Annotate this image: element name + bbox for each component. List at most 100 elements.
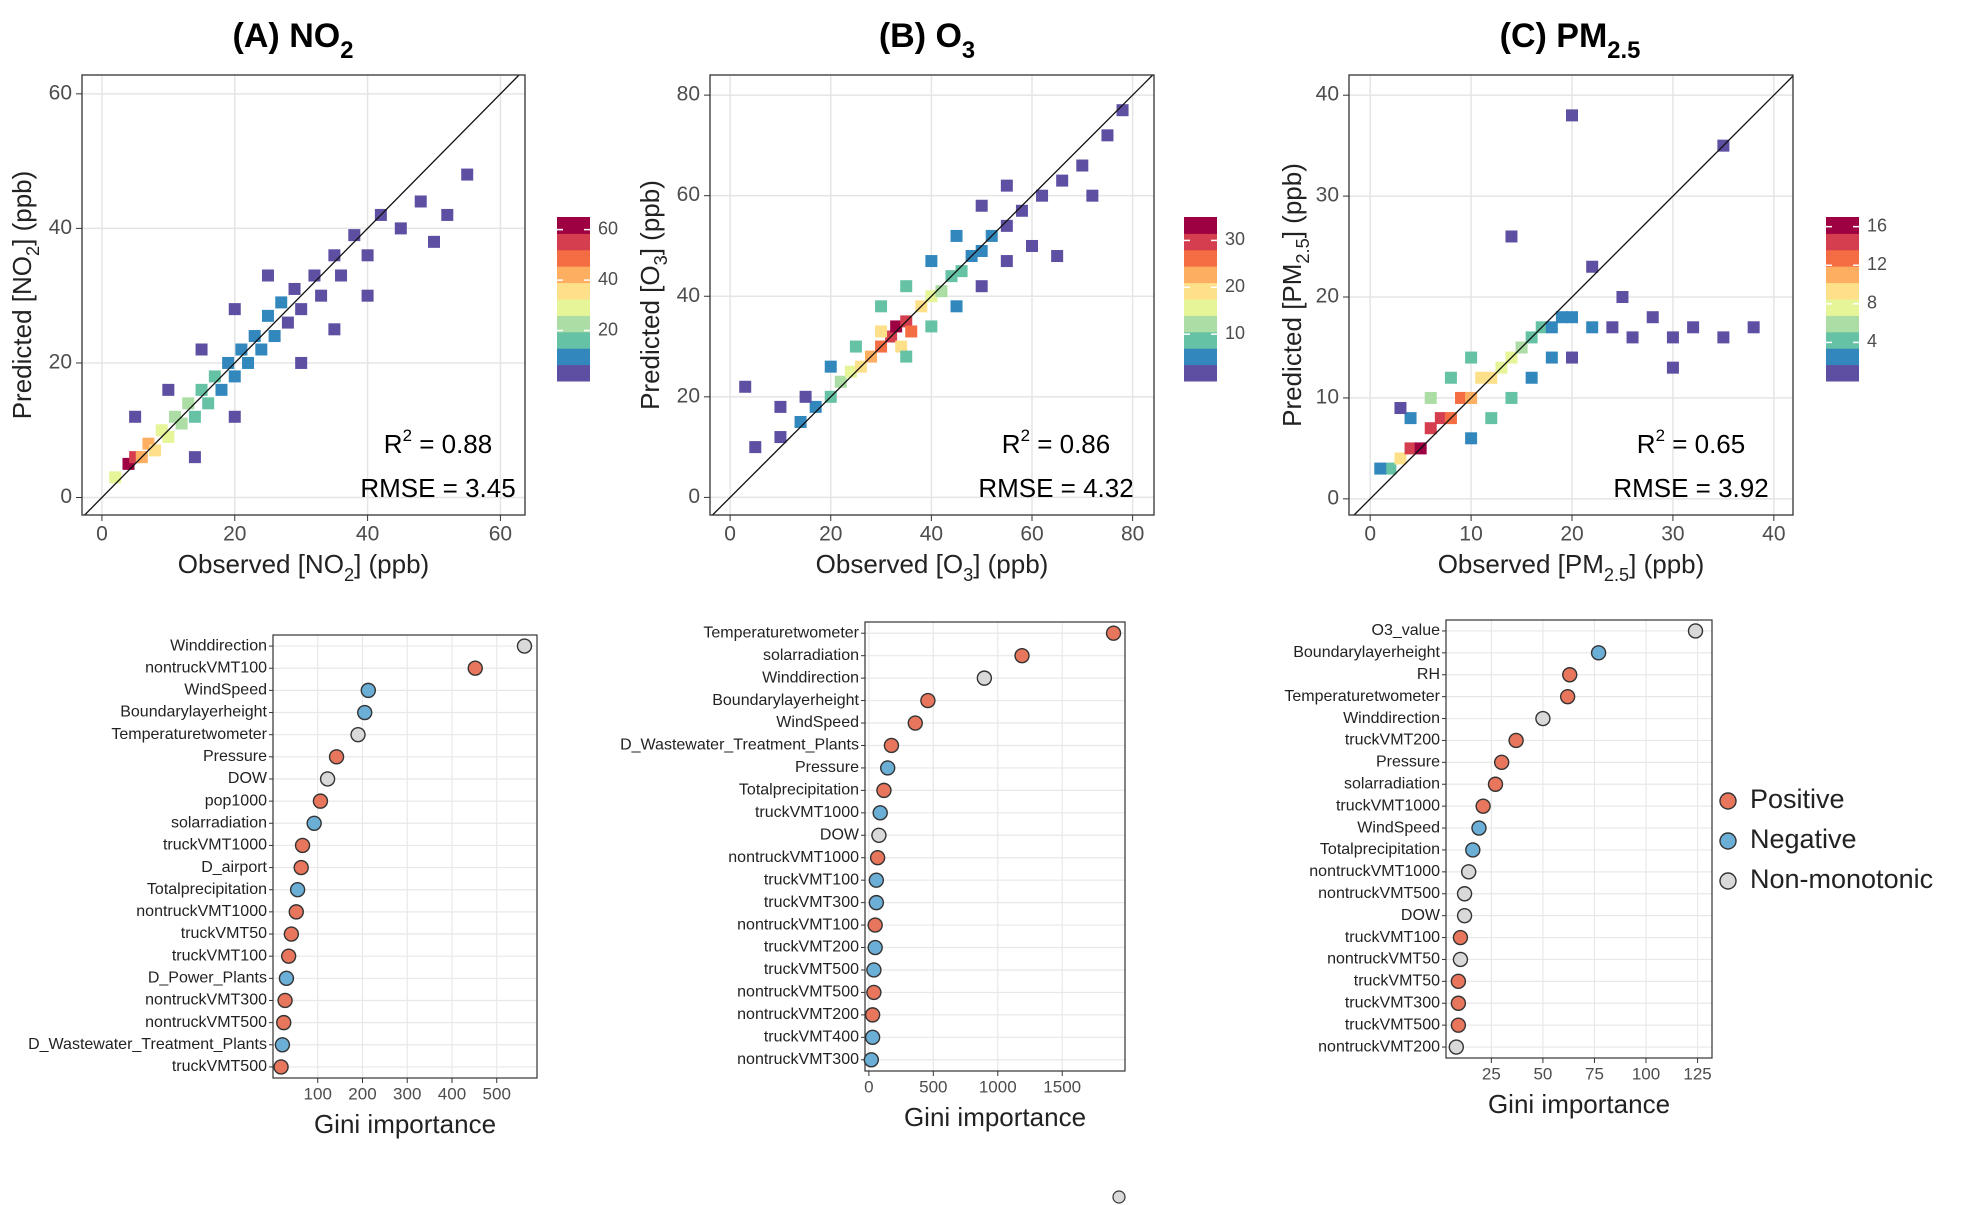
colorbar-step xyxy=(1826,301,1859,305)
importance-dot xyxy=(306,815,322,831)
colorbar-step xyxy=(1826,296,1859,300)
r2-value: 0.86 xyxy=(1060,429,1111,459)
colorbar-step xyxy=(557,244,590,248)
colorbar-step xyxy=(557,274,590,278)
colorbar-step xyxy=(1184,315,1217,319)
x-tick-label: 20 xyxy=(223,523,246,546)
colorbar-step xyxy=(557,367,590,371)
colorbar-step xyxy=(1826,348,1859,352)
density-cell xyxy=(975,245,988,257)
x-tick-label: 500 xyxy=(483,1084,511,1103)
colorbar-step xyxy=(1826,367,1859,371)
colorbar-step xyxy=(1826,252,1859,256)
density-cell xyxy=(890,320,903,333)
colorbar-step xyxy=(1826,375,1859,379)
colorbar-step xyxy=(1184,241,1217,245)
importance-dot xyxy=(868,894,885,911)
category-label: nontruckVMT200 xyxy=(1318,1038,1440,1055)
colorbar-step xyxy=(1184,367,1217,371)
colorbar-tick-label: 20 xyxy=(1225,276,1245,296)
colorbar-step xyxy=(1826,315,1859,319)
legend-dot xyxy=(1719,872,1737,890)
density-cell xyxy=(1455,391,1468,404)
colorbar-step xyxy=(557,359,590,363)
density-cell xyxy=(261,309,274,322)
y-tick-label: 40 xyxy=(677,284,700,307)
colorbar-step xyxy=(1184,307,1217,311)
panel-title: (C) PM2.5 xyxy=(1500,17,1641,64)
importance-dot xyxy=(864,1007,881,1023)
importance-dot xyxy=(1493,754,1510,771)
colorbar-step xyxy=(557,227,590,232)
density-cell xyxy=(328,249,341,262)
x-tick-label: 0 xyxy=(96,523,108,546)
colorbar-step xyxy=(557,350,590,355)
category-label: nontruckVMT50 xyxy=(1327,951,1440,968)
category-label: Boundarylayerheight xyxy=(1293,644,1440,661)
x-axis-label: Observed [PM2.5] (ppb) xyxy=(1438,549,1705,585)
y-tick-label: 0 xyxy=(1327,486,1339,509)
x-tick-label: 30 xyxy=(1661,523,1684,546)
colorbar-step xyxy=(557,277,590,281)
colorbar-step xyxy=(557,260,590,264)
density-cell xyxy=(348,229,361,242)
category-label: nontruckVMT500 xyxy=(145,1014,267,1031)
colorbar-step xyxy=(1826,222,1859,226)
colorbar-step xyxy=(557,375,590,379)
colorbar-step xyxy=(557,217,590,221)
colorbar-step xyxy=(1184,318,1217,322)
colorbar-step xyxy=(1184,304,1217,308)
colorbar-step xyxy=(1184,345,1217,349)
colorbar-step xyxy=(1184,249,1217,254)
density-cell xyxy=(1566,311,1579,324)
density-cell xyxy=(1626,331,1639,344)
colorbar-step xyxy=(1184,285,1217,289)
category-label: D_Power_Plants xyxy=(148,970,267,987)
colorbar-step xyxy=(1826,271,1859,275)
colorbar-step xyxy=(557,364,590,368)
density-cell xyxy=(175,417,188,430)
rmse-label: RMSE = xyxy=(978,473,1083,503)
importance-dot xyxy=(1559,688,1576,705)
colorbar-step xyxy=(557,370,590,374)
density-cell xyxy=(1444,371,1457,384)
density-cell xyxy=(441,208,454,221)
category-label: nontruckVMT300 xyxy=(737,1051,859,1068)
importance-dot xyxy=(871,827,887,843)
r2-annotation-part: 2 xyxy=(1021,426,1030,445)
colorbar-step xyxy=(1826,309,1859,314)
density-cell xyxy=(208,370,221,383)
category-label: Temperaturetwometer xyxy=(111,726,267,743)
density-cell xyxy=(975,280,988,293)
density-cell xyxy=(774,400,787,413)
density-cell xyxy=(1056,174,1069,187)
density-cell xyxy=(361,249,374,262)
colorbar-step xyxy=(1826,241,1859,245)
colorbar-step xyxy=(1826,260,1859,264)
density-cell xyxy=(129,410,142,423)
colorbar-step xyxy=(1184,266,1217,270)
x-tick-label: 200 xyxy=(348,1084,376,1103)
colorbar-step xyxy=(1826,340,1859,344)
importance-dot xyxy=(1448,1039,1465,1055)
colorbar-step xyxy=(1184,301,1217,305)
colorbar-step xyxy=(1184,359,1217,363)
density-cell xyxy=(900,280,913,293)
density-cell xyxy=(308,269,321,282)
plot-border xyxy=(272,634,538,1079)
importance-dot xyxy=(1456,907,1473,924)
category-label: nontruckVMT1000 xyxy=(728,849,859,866)
category-label: nontruckVMT1000 xyxy=(1309,863,1440,880)
density-cell xyxy=(149,444,162,457)
importance-dot xyxy=(319,771,336,787)
x-tick-label: 25 xyxy=(1482,1064,1501,1083)
x-tick-label: 125 xyxy=(1683,1064,1711,1083)
colorbar-step xyxy=(1826,329,1859,333)
y-tick-label: 40 xyxy=(1316,83,1339,106)
density-cell xyxy=(414,195,427,208)
y-tick-label: 60 xyxy=(677,183,700,206)
y-tick-label: 0 xyxy=(60,485,72,508)
x-tick-label: 75 xyxy=(1585,1064,1604,1083)
density-cell xyxy=(895,340,908,353)
colorbar-step xyxy=(1826,342,1859,346)
